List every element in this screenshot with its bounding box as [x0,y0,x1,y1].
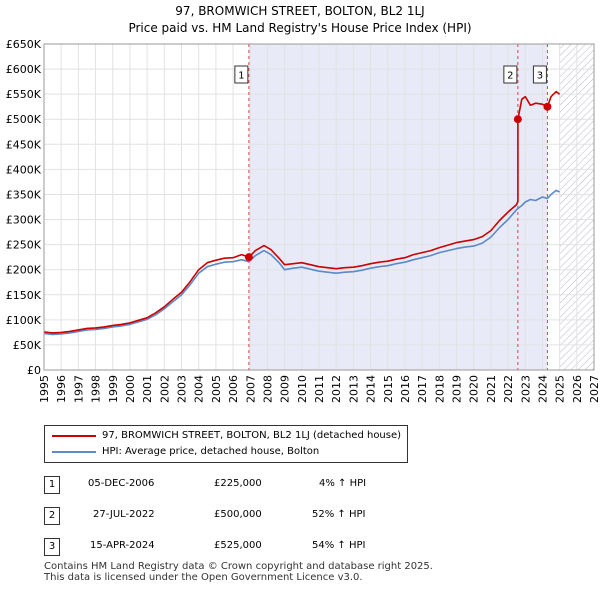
x-tick-label: 1995 [38,375,51,403]
transaction-price: £225,000 [214,478,262,489]
x-tick-label: 2025 [554,375,567,403]
x-tick-label: 1997 [72,375,85,403]
y-tick-label: £150K [6,289,42,302]
x-tick-label: 2002 [158,375,171,403]
x-tick-label: 2007 [244,375,257,403]
y-tick-label: £350K [6,188,42,201]
transaction-hpi: 52% ↑ HPI [312,509,366,520]
footer-line-licence: This data is licensed under the Open Gov… [44,572,363,583]
y-tick-label: £100K [6,314,42,327]
footer-line-copyright: Contains HM Land Registry data © Crown c… [44,561,433,572]
x-tick-label: 2024 [536,375,549,403]
x-tick-label: 2022 [502,375,515,403]
sale-point-2 [513,115,522,124]
x-tick-label: 2023 [519,375,532,403]
x-tick-label: 2026 [571,375,584,403]
transaction-row: 3 15-APR-2024 £525,000 54% ↑ HPI [0,538,600,558]
transaction-hpi: 54% ↑ HPI [312,540,366,551]
transaction-row: 1 05-DEC-2006 £225,000 4% ↑ HPI [0,476,600,496]
transaction-number: 2 [44,507,60,525]
x-tick-label: 2018 [433,375,446,403]
y-tick-label: £650K [6,38,42,51]
x-tick-label: 2006 [227,375,240,403]
x-tick-label: 2010 [296,375,309,403]
y-tick-label: £50K [13,339,42,352]
transaction-date: 27-JUL-2022 [93,509,155,520]
y-tick-label: £500K [6,113,42,126]
footer-notice: Contains HM Land Registry data © Crown c… [44,561,433,583]
x-tick-label: 2012 [330,375,343,403]
sale-label-box-1 [234,65,249,84]
ownership-shaded-region [248,44,548,370]
y-tick-label: £200K [6,264,42,277]
chart-subtitle: Price paid vs. HM Land Registry's House … [128,21,472,35]
y-tick-label: £300K [6,214,42,227]
y-tick-label: £450K [6,138,42,151]
y-tick-label: £250K [6,239,42,252]
transaction-date: 15-APR-2024 [90,540,155,551]
legend-label-property: 97, BROMWICH STREET, BOLTON, BL2 1LJ (de… [102,430,402,441]
x-tick-label: 2004 [193,375,206,403]
legend-swatch-property [52,435,96,437]
sale-label-2: 2 [507,71,513,82]
x-tick-label: 1998 [90,375,103,403]
chart-title: 97, BROMWICH STREET, BOLTON, BL2 1LJ [175,4,425,18]
transaction-number: 1 [44,476,60,494]
transaction-number: 3 [44,538,60,556]
sale-point-1 [244,253,253,262]
chart-legend: 97, BROMWICH STREET, BOLTON, BL2 1LJ (de… [44,425,408,463]
x-tick-label: 1996 [55,375,68,403]
x-tick-label: 2009 [279,375,292,403]
x-tick-label: 1999 [107,375,120,403]
price-chart: 1 2 3 £0 £50K £100K £150K £200K £250K £300K £350K… [6,38,600,403]
transaction-price: £500,000 [214,509,262,520]
x-tick-label: 2027 [588,375,600,403]
x-tick-label: 2011 [313,375,326,403]
series-line-hpi [43,189,560,336]
plot-frame [43,43,595,371]
sale-label-3: 3 [537,71,543,82]
y-tick-label: £600K [6,63,42,76]
chart-title-block: 97, BROMWICH STREET, BOLTON, BL2 1LJ Pri… [0,3,600,37]
x-tick-label: 2017 [416,375,429,403]
x-tick-label: 2005 [210,375,223,403]
y-tick-label: £400K [6,163,42,176]
transaction-row: 2 27-JUL-2022 £500,000 52% ↑ HPI [0,507,600,527]
x-tick-label: 2013 [347,375,360,403]
sale-point-3 [543,102,552,111]
sale-label-box-2 [503,65,518,84]
sale-label-box-3 [532,65,547,84]
sale-label-1: 1 [238,71,244,82]
x-tick-label: 2020 [468,375,481,403]
x-tick-label: 2003 [176,375,189,403]
legend-swatch-hpi [52,451,96,453]
transaction-date: 05-DEC-2006 [88,478,155,489]
y-tick-label: £0 [27,364,41,377]
series-line-property [43,90,561,334]
x-tick-label: 2021 [485,375,498,403]
x-tick-label: 2001 [141,375,154,403]
x-tick-label: 2000 [124,375,137,403]
legend-label-hpi: HPI: Average price, detached house, Bolt… [102,446,320,457]
x-tick-label: 2016 [399,375,412,403]
transaction-hpi: 4% ↑ HPI [319,478,367,489]
x-tick-label: 2014 [365,375,378,403]
x-tick-label: 2015 [382,375,395,403]
x-tick-label: 2008 [261,375,274,403]
x-tick-label: 2019 [451,375,464,403]
transaction-price: £525,000 [214,540,262,551]
y-tick-label: £550K [6,88,42,101]
